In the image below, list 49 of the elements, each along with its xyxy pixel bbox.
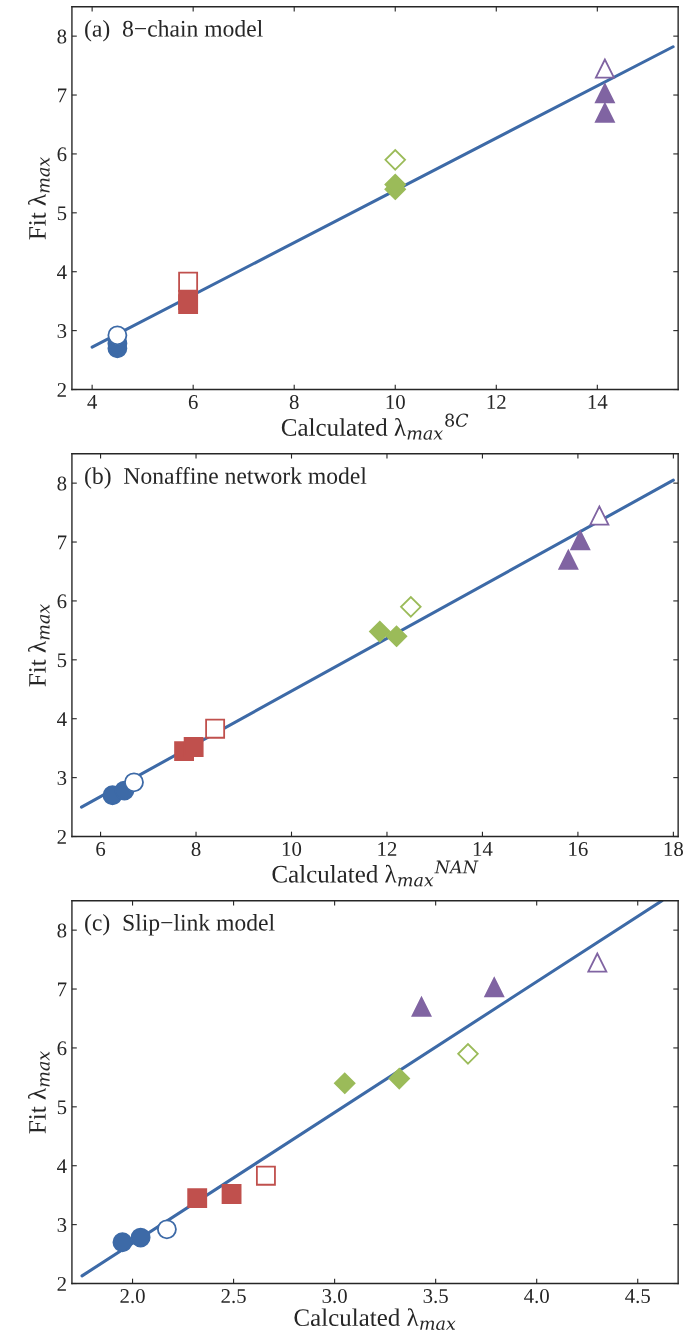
x-tick-label: 16	[569, 842, 588, 857]
x-axis-title: Calculated λ$_{max}$$^{NAN}$	[272, 860, 479, 887]
y-tick-label: 5	[57, 206, 67, 221]
annotation: (b) Nonaffine network model	[85, 467, 367, 489]
y-tick-label: 4	[57, 1159, 67, 1173]
x-tick-label: 18	[664, 841, 683, 857]
x-tick-label: 2.5	[221, 1289, 246, 1304]
y-tick-label: 2	[57, 382, 66, 397]
y-tick-label: 8	[57, 923, 67, 938]
x-tick-label: 2.0	[120, 1288, 145, 1304]
y-tick-label: 7	[58, 88, 67, 103]
y-tick-label: 3	[57, 324, 67, 339]
x-tick-label: 4.5	[625, 1289, 650, 1304]
y-tick-label: 3	[57, 771, 67, 786]
x-tick-label: 6	[188, 395, 198, 410]
x-tick-label: 6	[96, 842, 106, 857]
y-tick-label: 7	[58, 982, 67, 997]
y-tick-label: 6	[57, 1041, 67, 1056]
y-tick-label: 4	[57, 265, 67, 279]
y-axis-title: Fit λ$_{max}$	[28, 157, 50, 240]
annotation: (c) Slip−link model	[85, 914, 275, 936]
y-tick-label: 4	[57, 712, 67, 726]
x-tick-label: 12	[487, 395, 506, 409]
y-tick-label: 5	[57, 1100, 67, 1115]
x-tick-label: 12	[378, 842, 397, 856]
x-axis-title: Calculated λ$_{max}$$^{8C}$	[281, 413, 469, 440]
y-tick-label: 7	[58, 535, 67, 550]
y-tick-label: 8	[57, 476, 67, 491]
x-tick-label: 4.0	[524, 1288, 549, 1304]
y-tick-label: 6	[57, 594, 67, 609]
x-tick-label: 14	[588, 395, 608, 409]
x-tick-label: 10	[386, 394, 405, 410]
y-axis-title: Fit λ$_{max}$	[28, 1051, 50, 1134]
x-tick-label: 3.0	[322, 1288, 347, 1304]
annotation: (a) 8−chain model	[85, 20, 263, 42]
y-tick-label: 5	[57, 653, 67, 668]
y-tick-label: 8	[57, 29, 67, 44]
y-axis-title: Fit λ$_{max}$	[28, 604, 50, 687]
y-tick-label: 3	[57, 1218, 67, 1233]
x-tick-label: 10	[282, 841, 302, 857]
x-tick-label: 8	[289, 394, 299, 410]
x-tick-label: 14	[473, 842, 493, 856]
x-axis-title: Calculated λ$_{max}$	[294, 1308, 456, 1330]
x-tick-label: 3.5	[423, 1289, 448, 1304]
x-tick-label: 4	[87, 395, 98, 409]
y-tick-label: 2	[57, 829, 66, 844]
y-tick-label: 2	[57, 1276, 66, 1291]
x-tick-label: 8	[191, 841, 201, 857]
y-tick-label: 6	[57, 147, 67, 162]
